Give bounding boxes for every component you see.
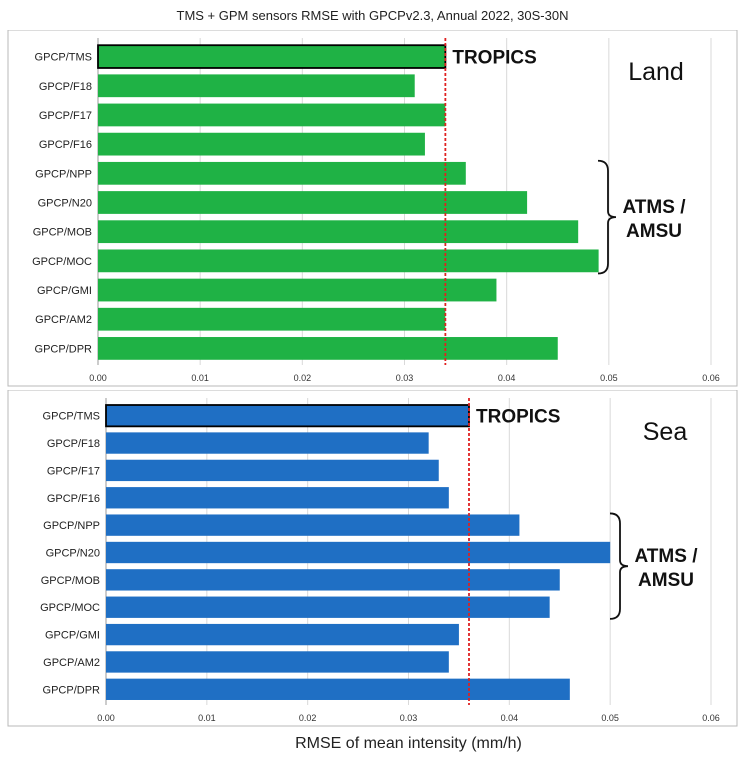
x-tick-label: 0.06 — [702, 373, 720, 383]
bar — [98, 161, 466, 185]
category-label: GPCP/DPR — [43, 684, 101, 696]
category-label: GPCP/DPR — [35, 343, 93, 355]
category-label: GPCP/GMI — [37, 285, 92, 297]
bar — [106, 569, 560, 591]
category-label: GPCP/F17 — [47, 465, 100, 477]
category-label: GPCP/TMS — [35, 52, 92, 64]
category-label: GPCP/MOB — [41, 575, 100, 587]
category-label: GPCP/N20 — [46, 548, 100, 560]
bar — [106, 596, 550, 618]
category-label: GPCP/F16 — [39, 139, 92, 151]
category-label: GPCP/GMI — [45, 630, 100, 642]
bar — [106, 651, 449, 673]
category-label: GPCP/MOC — [40, 602, 100, 614]
group-label-line2: AMSU — [638, 570, 694, 591]
bar — [98, 307, 446, 331]
category-label: GPCP/AM2 — [43, 657, 100, 669]
bar — [106, 459, 439, 482]
category-label: GPCP/AM2 — [35, 314, 92, 326]
x-tick-label: 0.02 — [299, 713, 317, 723]
tropics-label: TROPICS — [476, 407, 560, 428]
category-label: GPCP/NPP — [43, 520, 100, 532]
category-label: GPCP/TMS — [43, 411, 100, 423]
category-label: GPCP/F18 — [47, 438, 100, 450]
bar — [98, 132, 425, 156]
x-tick-label: 0.02 — [294, 373, 312, 383]
x-tick-label: 0.05 — [600, 373, 618, 383]
bar — [98, 103, 446, 127]
group-bracket — [597, 159, 617, 275]
bar — [98, 278, 497, 302]
category-label: GPCP/MOC — [32, 256, 92, 268]
category-label: GPCP/F17 — [39, 110, 92, 122]
bar — [98, 220, 579, 244]
category-label: GPCP/F18 — [39, 81, 92, 93]
bar — [106, 541, 611, 564]
bar — [106, 487, 449, 509]
bar — [106, 623, 459, 646]
x-tick-label: 0.03 — [396, 373, 414, 383]
x-tick-label: 0.04 — [498, 373, 516, 383]
group-label-line1: ATMS / — [635, 546, 699, 567]
bar — [97, 44, 447, 69]
chart-title: TMS + GPM sensors RMSE with GPCPv2.3, An… — [176, 8, 569, 23]
x-axis-label: RMSE of mean intensity (mm/h) — [295, 735, 522, 752]
bar — [98, 337, 558, 360]
x-tick-label: 0.06 — [702, 713, 720, 723]
group-bracket — [609, 512, 629, 620]
tropics-label: TROPICS — [452, 48, 536, 69]
sea-panel-chart: 0.00 0.01 0.02 0.03 0.04 0.05 0.06 GPCP/TMS GPCP… — [7, 390, 738, 752]
category-label: GPCP/NPP — [35, 168, 92, 180]
group-label-line2: AMSU — [626, 221, 682, 242]
land-panel-chart: 0.00 0.01 0.02 0.03 0.04 0.05 0.06 GPCP/TMS GPCP… — [7, 30, 738, 387]
x-tick-label: 0.03 — [400, 713, 418, 723]
x-tick-label: 0.05 — [601, 713, 619, 723]
bar — [98, 249, 599, 273]
x-tick-label: 0.00 — [89, 373, 107, 383]
bar — [105, 404, 470, 428]
category-label: GPCP/N20 — [38, 198, 92, 210]
category-label: GPCP/MOB — [33, 227, 92, 239]
bar — [106, 678, 570, 700]
panel-label: Land — [628, 58, 684, 86]
panel-label: Sea — [643, 418, 688, 446]
x-tick-label: 0.01 — [191, 373, 209, 383]
bar — [98, 191, 528, 214]
x-tick-label: 0.00 — [97, 713, 115, 723]
x-tick-label: 0.04 — [501, 713, 519, 723]
category-label: GPCP/F16 — [47, 493, 100, 505]
group-label-line1: ATMS / — [623, 197, 687, 218]
bar — [106, 514, 520, 536]
x-tick-label: 0.01 — [198, 713, 216, 723]
bar — [98, 74, 415, 98]
bar — [106, 432, 429, 454]
